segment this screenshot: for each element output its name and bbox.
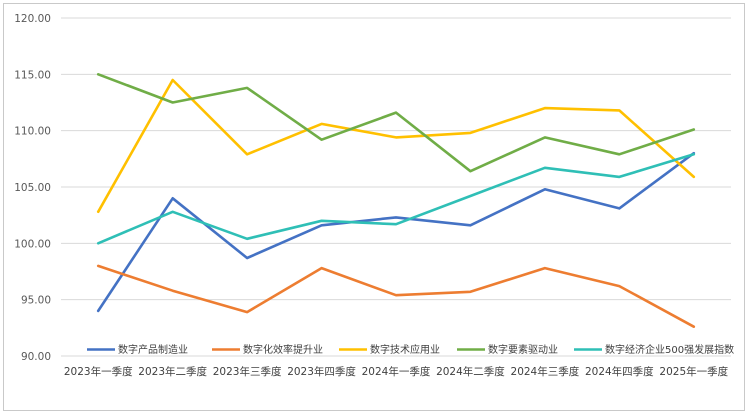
y-tick-label: 120.00 [14, 13, 51, 25]
legend-label: 数字化效率提升业 [243, 343, 323, 356]
series-line-2 [96, 264, 696, 329]
y-tick-label: 100.00 [14, 238, 51, 250]
x-tick-label: 2024年二季度 [436, 365, 505, 378]
x-tick-label: 2023年一季度 [64, 365, 133, 378]
x-tick-label: 2025年一季度 [659, 365, 728, 378]
y-tick-label: 95.00 [21, 295, 51, 307]
y-tick-label: 90.00 [21, 351, 51, 363]
legend-label: 数字经济企业500强发展指数 [605, 343, 734, 356]
y-tick-label: 115.00 [14, 69, 51, 81]
series-line-3 [96, 78, 696, 214]
series-line-1 [96, 151, 696, 313]
y-tick-label: 110.00 [14, 126, 51, 138]
y-axis-ticks: 90.00 95.00 100.00 105.00 110.00 115.00 120.00 [14, 13, 51, 363]
series-line-4 [96, 73, 696, 173]
series-lines [96, 73, 696, 329]
x-tick-label: 2024年一季度 [362, 365, 431, 378]
gridlines [61, 17, 731, 357]
x-axis-ticks: 2023年一季度 2023年二季度 2023年三季度 2023年四季度 2024年一季度… [64, 365, 729, 378]
x-tick-label: 2024年四季度 [585, 365, 654, 378]
series-line-5 [96, 153, 696, 245]
legend: 数字产品制造业 数字化效率提升业 数字技术应用业 数字要素驱动业 数字经济企业500强发… [87, 343, 734, 356]
y-tick-label: 105.00 [14, 182, 51, 194]
x-tick-label: 2023年四季度 [287, 365, 356, 378]
x-tick-label: 2023年三季度 [213, 365, 282, 378]
legend-label: 数字要素驱动业 [488, 343, 558, 356]
x-tick-label: 2024年三季度 [511, 365, 580, 378]
legend-label: 数字产品制造业 [118, 343, 188, 356]
chart-frame: 90.00 95.00 100.00 105.00 110.00 115.00 120.00… [3, 3, 745, 411]
line-chart: 90.00 95.00 100.00 105.00 110.00 115.00 120.00… [14, 13, 734, 378]
x-tick-label: 2023年二季度 [138, 365, 207, 378]
legend-label: 数字技术应用业 [370, 343, 440, 356]
